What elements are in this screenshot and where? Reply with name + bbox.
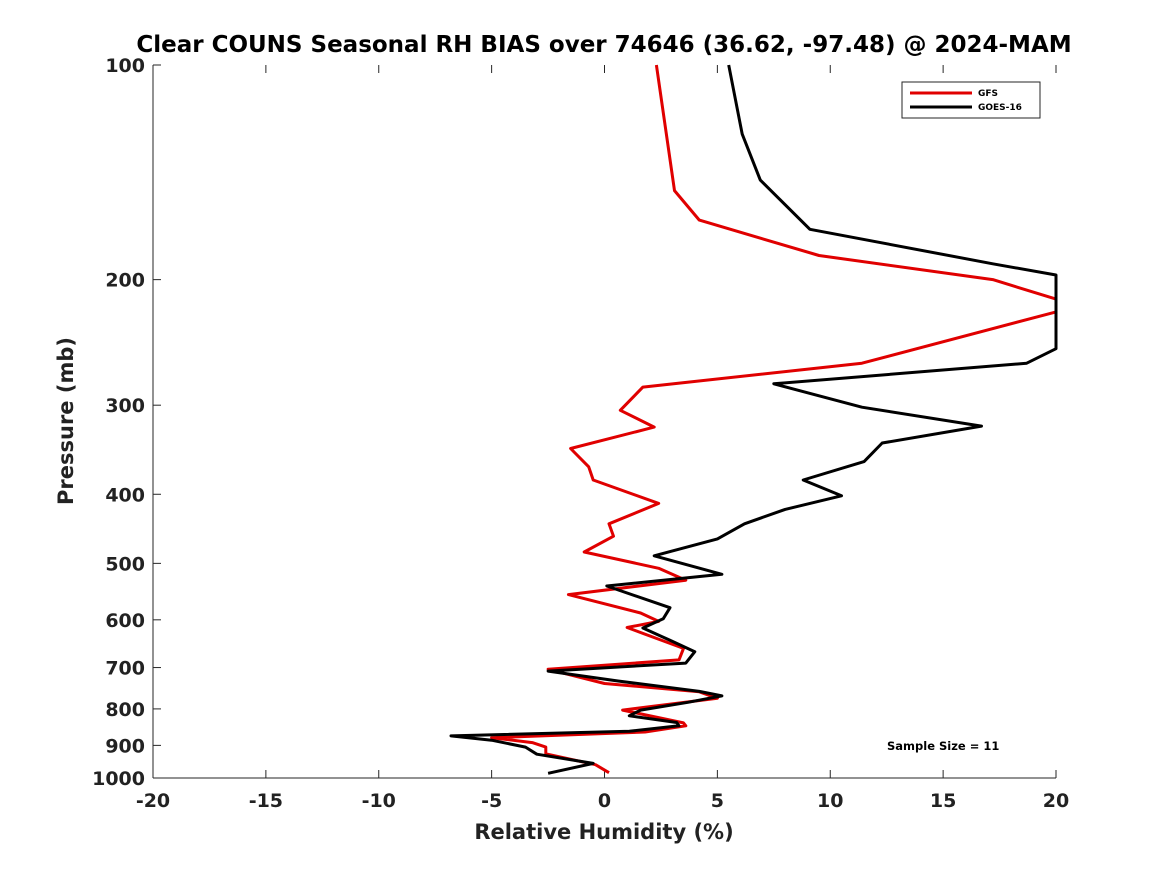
legend: GFS GOES-16 [901, 81, 1041, 119]
legend-label-gfs: GFS [978, 89, 998, 99]
legend-label-goes16: GOES-16 [978, 103, 1022, 113]
y-tick-label: 600 [105, 610, 145, 632]
x-tick-label: 5 [711, 790, 724, 812]
series-layer [449, 64, 1058, 775]
y-tick-label: 800 [105, 699, 145, 721]
chart-title: Clear COUNS Seasonal RH BIAS over 74646 … [136, 32, 1071, 58]
y-ticks: 100 200 300 400 500 600 700 800 900 1000 [92, 55, 161, 790]
x-tick-label: 15 [930, 790, 956, 812]
x-ticks: -20 -15 -10 -5 0 5 10 15 20 [136, 65, 1069, 812]
y-tick-label: 700 [105, 658, 145, 680]
x-axis-label: Relative Humidity (%) [474, 820, 733, 844]
y-tick-label: 900 [105, 735, 145, 757]
y-tick-label: 500 [105, 553, 145, 575]
y-tick-label: 200 [105, 270, 145, 292]
x-tick-label: -10 [362, 790, 396, 812]
plot-area: -20 -15 -10 -5 0 5 10 15 20 100 200 300 400 500 600 70… [92, 55, 1069, 812]
x-tick-label: 0 [598, 790, 611, 812]
x-tick-label: -5 [481, 790, 502, 812]
sample-size-annotation: Sample Size = 11 [887, 739, 999, 753]
plot-frame [153, 65, 1056, 778]
y-axis-label: Pressure (mb) [54, 337, 78, 505]
y-tick-label: 1000 [92, 768, 145, 790]
y-tick-label: 300 [105, 395, 145, 417]
y-tick-label: 400 [105, 484, 145, 506]
y-tick-label: 100 [105, 55, 145, 77]
legend-box [901, 81, 1041, 119]
series-line-goes16 [449, 64, 1058, 775]
x-tick-label: 20 [1043, 790, 1069, 812]
x-tick-label: -20 [136, 790, 170, 812]
x-tick-label: 10 [817, 790, 843, 812]
x-tick-label: -15 [249, 790, 283, 812]
